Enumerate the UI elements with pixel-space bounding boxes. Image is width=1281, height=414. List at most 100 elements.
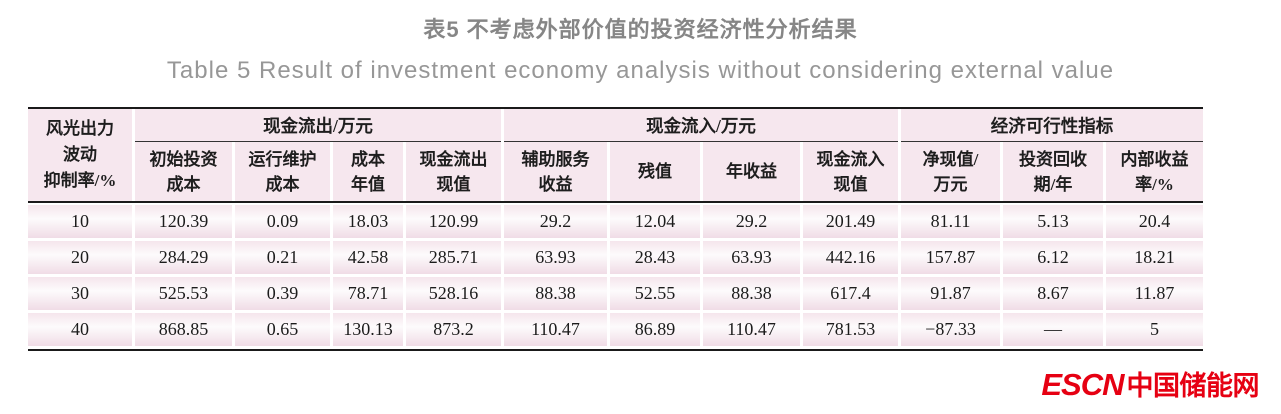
table-cell: 130.13 [333,313,403,346]
table-cell: 868.85 [135,313,232,346]
header-col-annual-cost: 成本 年值 [333,142,403,201]
escn-logo-chinese: 中国储能网 [1126,371,1260,401]
table-cell: 442.16 [803,241,898,274]
header-line: 净现值/ [922,149,979,169]
escn-logo-latin: ESCN [1041,367,1124,402]
table-cell: 91.87 [901,277,1000,310]
header-col-residual-value: 残值 [610,142,700,201]
header-col-irr: 内部收益 率/% [1106,142,1203,201]
table-cell: — [1003,313,1103,346]
header-group-cash-inflow: 现金流入/万元 辅助服务 收益 残值 年收益 现金流入 [504,109,898,201]
header-col-annual-revenue: 年收益 [703,142,800,201]
table-cell: 781.53 [803,313,898,346]
subheader-row: 辅助服务 收益 残值 年收益 现金流入 现值 [504,142,898,201]
header-line: 内部收益 [1120,149,1189,169]
table-cell: 157.87 [901,241,1000,274]
escn-logo: ESCN 中国储能网 [1041,364,1259,403]
table-cell: 29.2 [504,205,607,238]
table-cell: 0.65 [235,313,330,346]
table-cell: 78.71 [333,277,403,310]
table-cell: 617.4 [803,277,898,310]
header-col-om-cost: 运行维护 成本 [235,142,330,201]
header-row-label-line: 抑制率/% [43,171,117,190]
table-cell: 201.49 [803,205,898,238]
header-line: 年值 [351,174,385,194]
header-col-ancillary-service-revenue: 辅助服务 收益 [504,142,607,201]
header-line: 万元 [933,174,968,194]
table-cell: 11.87 [1106,277,1203,310]
header-group-economic-feasibility: 经济可行性指标 净现值/ 万元 投资回收 期/年 内部收益 率/% [901,109,1203,201]
data-table: 风光出力 波动 抑制率/% 现金流出/万元 初始投资 成本 运行维护 成本 [28,107,1203,351]
header-row-label-line: 风光出力 [46,119,114,138]
header-col-inflow-present-value: 现金流入 现值 [803,142,898,201]
table-cell: 0.21 [235,241,330,274]
table-cell: 28.43 [610,241,700,274]
group-title-cash-outflow: 现金流出/万元 [135,109,501,142]
header-group-cash-outflow: 现金流出/万元 初始投资 成本 运行维护 成本 成本 年值 [135,109,501,201]
header-line: 投资回收 [1019,149,1087,169]
table-cell: 42.58 [333,241,403,274]
header-line: 现值 [436,174,471,194]
table-cell: 88.38 [504,277,607,310]
table-cell: 528.16 [406,277,501,310]
table-cell: 120.39 [135,205,232,238]
header-col-payback-period: 投资回收 期/年 [1003,142,1103,201]
table-cell: 86.89 [610,313,700,346]
table-cell: 110.47 [703,313,800,346]
header-line: 成本 [166,174,201,194]
table-cell: 20 [28,241,132,274]
group-title-cash-inflow: 现金流入/万元 [504,109,898,142]
header-line: 现金流出 [419,149,488,169]
table-title-cn: 表5 不考虑外部价值的投资经济性分析结果 [423,17,858,42]
table-cell: 29.2 [703,205,800,238]
table-cell: 52.55 [610,277,700,310]
table-cell: 873.2 [406,313,501,346]
header-line: 残值 [638,162,672,181]
group-title-economic-feasibility: 经济可行性指标 [901,109,1203,142]
header-col-npv: 净现值/ 万元 [901,142,1000,201]
header-line: 收益 [538,174,573,194]
header-line: 现金流入 [816,149,885,169]
header-row-label: 风光出力 波动 抑制率/% [28,109,132,201]
header-col-outflow-present-value: 现金流出 现值 [406,142,501,201]
header-line: 成本 [351,149,385,169]
table-cell: 40 [28,313,132,346]
table-cell: 285.71 [406,241,501,274]
table-cell: 284.29 [135,241,232,274]
table-cell: 10 [28,205,132,238]
table-cell: 88.38 [703,277,800,310]
header-line: 率/% [1135,174,1174,194]
table-cell: 20.4 [1106,205,1203,238]
table-cell: 525.53 [135,277,232,310]
table-cell: 0.09 [235,205,330,238]
table-cell: 63.93 [504,241,607,274]
header-line: 初始投资 [149,149,218,169]
table-header: 风光出力 波动 抑制率/% 现金流出/万元 初始投资 成本 运行维护 成本 [28,107,1203,203]
header-line: 运行维护 [248,149,317,169]
table-cell: 6.12 [1003,241,1103,274]
header-line: 现值 [833,174,868,194]
table-cell: 18.03 [333,205,403,238]
table-cell: 81.11 [901,205,1000,238]
table-cell: 63.93 [703,241,800,274]
table-title-en: Table 5 Result of investment economy ana… [166,57,1115,84]
table-cell: 120.99 [406,205,501,238]
table-cell: 18.21 [1106,241,1203,274]
table-cell: 110.47 [504,313,607,346]
table-cell: 0.39 [235,277,330,310]
table-cell: 5.13 [1003,205,1103,238]
header-line: 期/年 [1033,174,1073,194]
table-cell: 8.67 [1003,277,1103,310]
table-cell: 5 [1106,313,1203,346]
header-line: 年收益 [726,162,777,181]
table-cell: 30 [28,277,132,310]
header-col-initial-investment-cost: 初始投资 成本 [135,142,232,201]
table-cell: −87.33 [901,313,1000,346]
header-line: 辅助服务 [521,149,590,169]
subheader-row: 初始投资 成本 运行维护 成本 成本 年值 现金流出 现值 [135,142,501,201]
header-line: 成本 [265,174,300,194]
header-row-label-line: 波动 [63,145,97,164]
table-body: 10 120.39 0.09 18.03 120.99 29.2 12.04 2… [28,205,1203,351]
subheader-row: 净现值/ 万元 投资回收 期/年 内部收益 率/% [901,142,1203,201]
